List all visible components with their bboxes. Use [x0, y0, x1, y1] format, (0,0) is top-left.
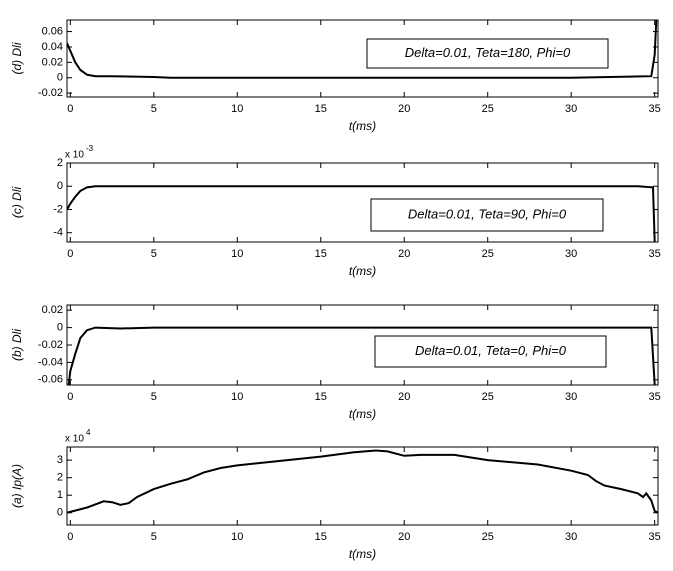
x-tick-label: 35 [649, 531, 661, 543]
x-tick-label: 30 [565, 103, 577, 115]
y-tick-label: -0.02 [38, 339, 63, 351]
x-tick-label: 10 [231, 391, 243, 403]
x-tick-label: 30 [565, 248, 577, 260]
x-tick-label: 25 [482, 391, 494, 403]
y-tick-label: 0.02 [42, 304, 63, 316]
y-axis-label: (d) Dli [10, 42, 24, 74]
x-tick-label: 35 [649, 391, 661, 403]
y-tick-label: -2 [53, 203, 63, 215]
x-tick-label: 10 [231, 248, 243, 260]
y-tick-label: -0.04 [38, 356, 63, 368]
annotation: Delta=0.01, Teta=90, Phi=0 [408, 206, 567, 221]
x-tick-label: 5 [151, 531, 157, 543]
annotation-box [366, 38, 609, 69]
y-axis-label: (c) Dli [10, 187, 24, 219]
x-axis-label: t(ms) [349, 264, 376, 278]
x-tick-label: 30 [565, 531, 577, 543]
multiplier-exponent: 4 [86, 428, 91, 437]
annotation: Delta=0.01, Teta=180, Phi=0 [405, 45, 571, 60]
x-tick-label: 5 [151, 103, 157, 115]
x-tick-label: 35 [649, 103, 661, 115]
x-axis-label: t(ms) [349, 119, 376, 133]
x-tick-label: 15 [315, 391, 327, 403]
x-tick-label: 10 [231, 103, 243, 115]
x-tick-label: 20 [398, 248, 410, 260]
x-tick-label: 15 [315, 248, 327, 260]
x-axis-label: t(ms) [349, 407, 376, 421]
data-line [67, 449, 658, 514]
x-axis-label: t(ms) [349, 547, 376, 561]
x-tick-label: 25 [482, 103, 494, 115]
x-tick-label: 20 [398, 103, 410, 115]
x-tick-label: 0 [67, 391, 73, 403]
x-tick-label: 20 [398, 391, 410, 403]
y-tick-label: 2 [57, 157, 63, 169]
y-tick-label: 3 [57, 454, 63, 466]
axes-box [66, 446, 659, 526]
y-tick-label: -0.06 [38, 374, 63, 386]
multiplier-base: x 10 [65, 150, 84, 161]
x-tick-label: 0 [67, 531, 73, 543]
x-tick-label: 15 [315, 103, 327, 115]
annotation: Delta=0.01, Teta=0, Phi=0 [415, 343, 567, 358]
y-tick-label: 2 [57, 472, 63, 484]
annotation-box [370, 198, 604, 232]
axes-box [66, 19, 659, 98]
data-line [67, 20, 658, 79]
x-tick-label: 5 [151, 248, 157, 260]
x-tick-label: 35 [649, 248, 661, 260]
axes-box [66, 162, 659, 243]
y-tick-label: 0.06 [42, 25, 63, 37]
multiplier-base: x 10 [65, 434, 84, 445]
y-tick-label: 0.02 [42, 56, 63, 68]
axes-box [66, 304, 659, 386]
x-tick-label: 25 [482, 248, 494, 260]
x-tick-label: 30 [565, 391, 577, 403]
annotation-box [374, 335, 607, 368]
data-line [67, 185, 656, 242]
x-tick-label: 15 [315, 531, 327, 543]
x-tick-label: 25 [482, 531, 494, 543]
y-tick-label: 0 [57, 180, 63, 192]
y-tick-label: 0 [57, 322, 63, 334]
data-line [67, 326, 656, 385]
y-axis-label: (b) Dli [10, 329, 24, 361]
x-tick-label: 5 [151, 391, 157, 403]
x-tick-label: 10 [231, 531, 243, 543]
y-axis-label: (a) Ip(A) [10, 464, 24, 508]
multiplier-exponent: -3 [86, 144, 94, 153]
y-tick-label: 0 [57, 72, 63, 84]
x-tick-label: 0 [67, 103, 73, 115]
y-tick-label: 1 [57, 489, 63, 501]
y-tick-label: -4 [53, 227, 63, 239]
y-tick-label: 0 [57, 507, 63, 519]
y-tick-label: 0.04 [42, 41, 63, 53]
y-tick-label: -0.02 [38, 87, 63, 99]
x-tick-label: 0 [67, 248, 73, 260]
x-tick-label: 20 [398, 531, 410, 543]
